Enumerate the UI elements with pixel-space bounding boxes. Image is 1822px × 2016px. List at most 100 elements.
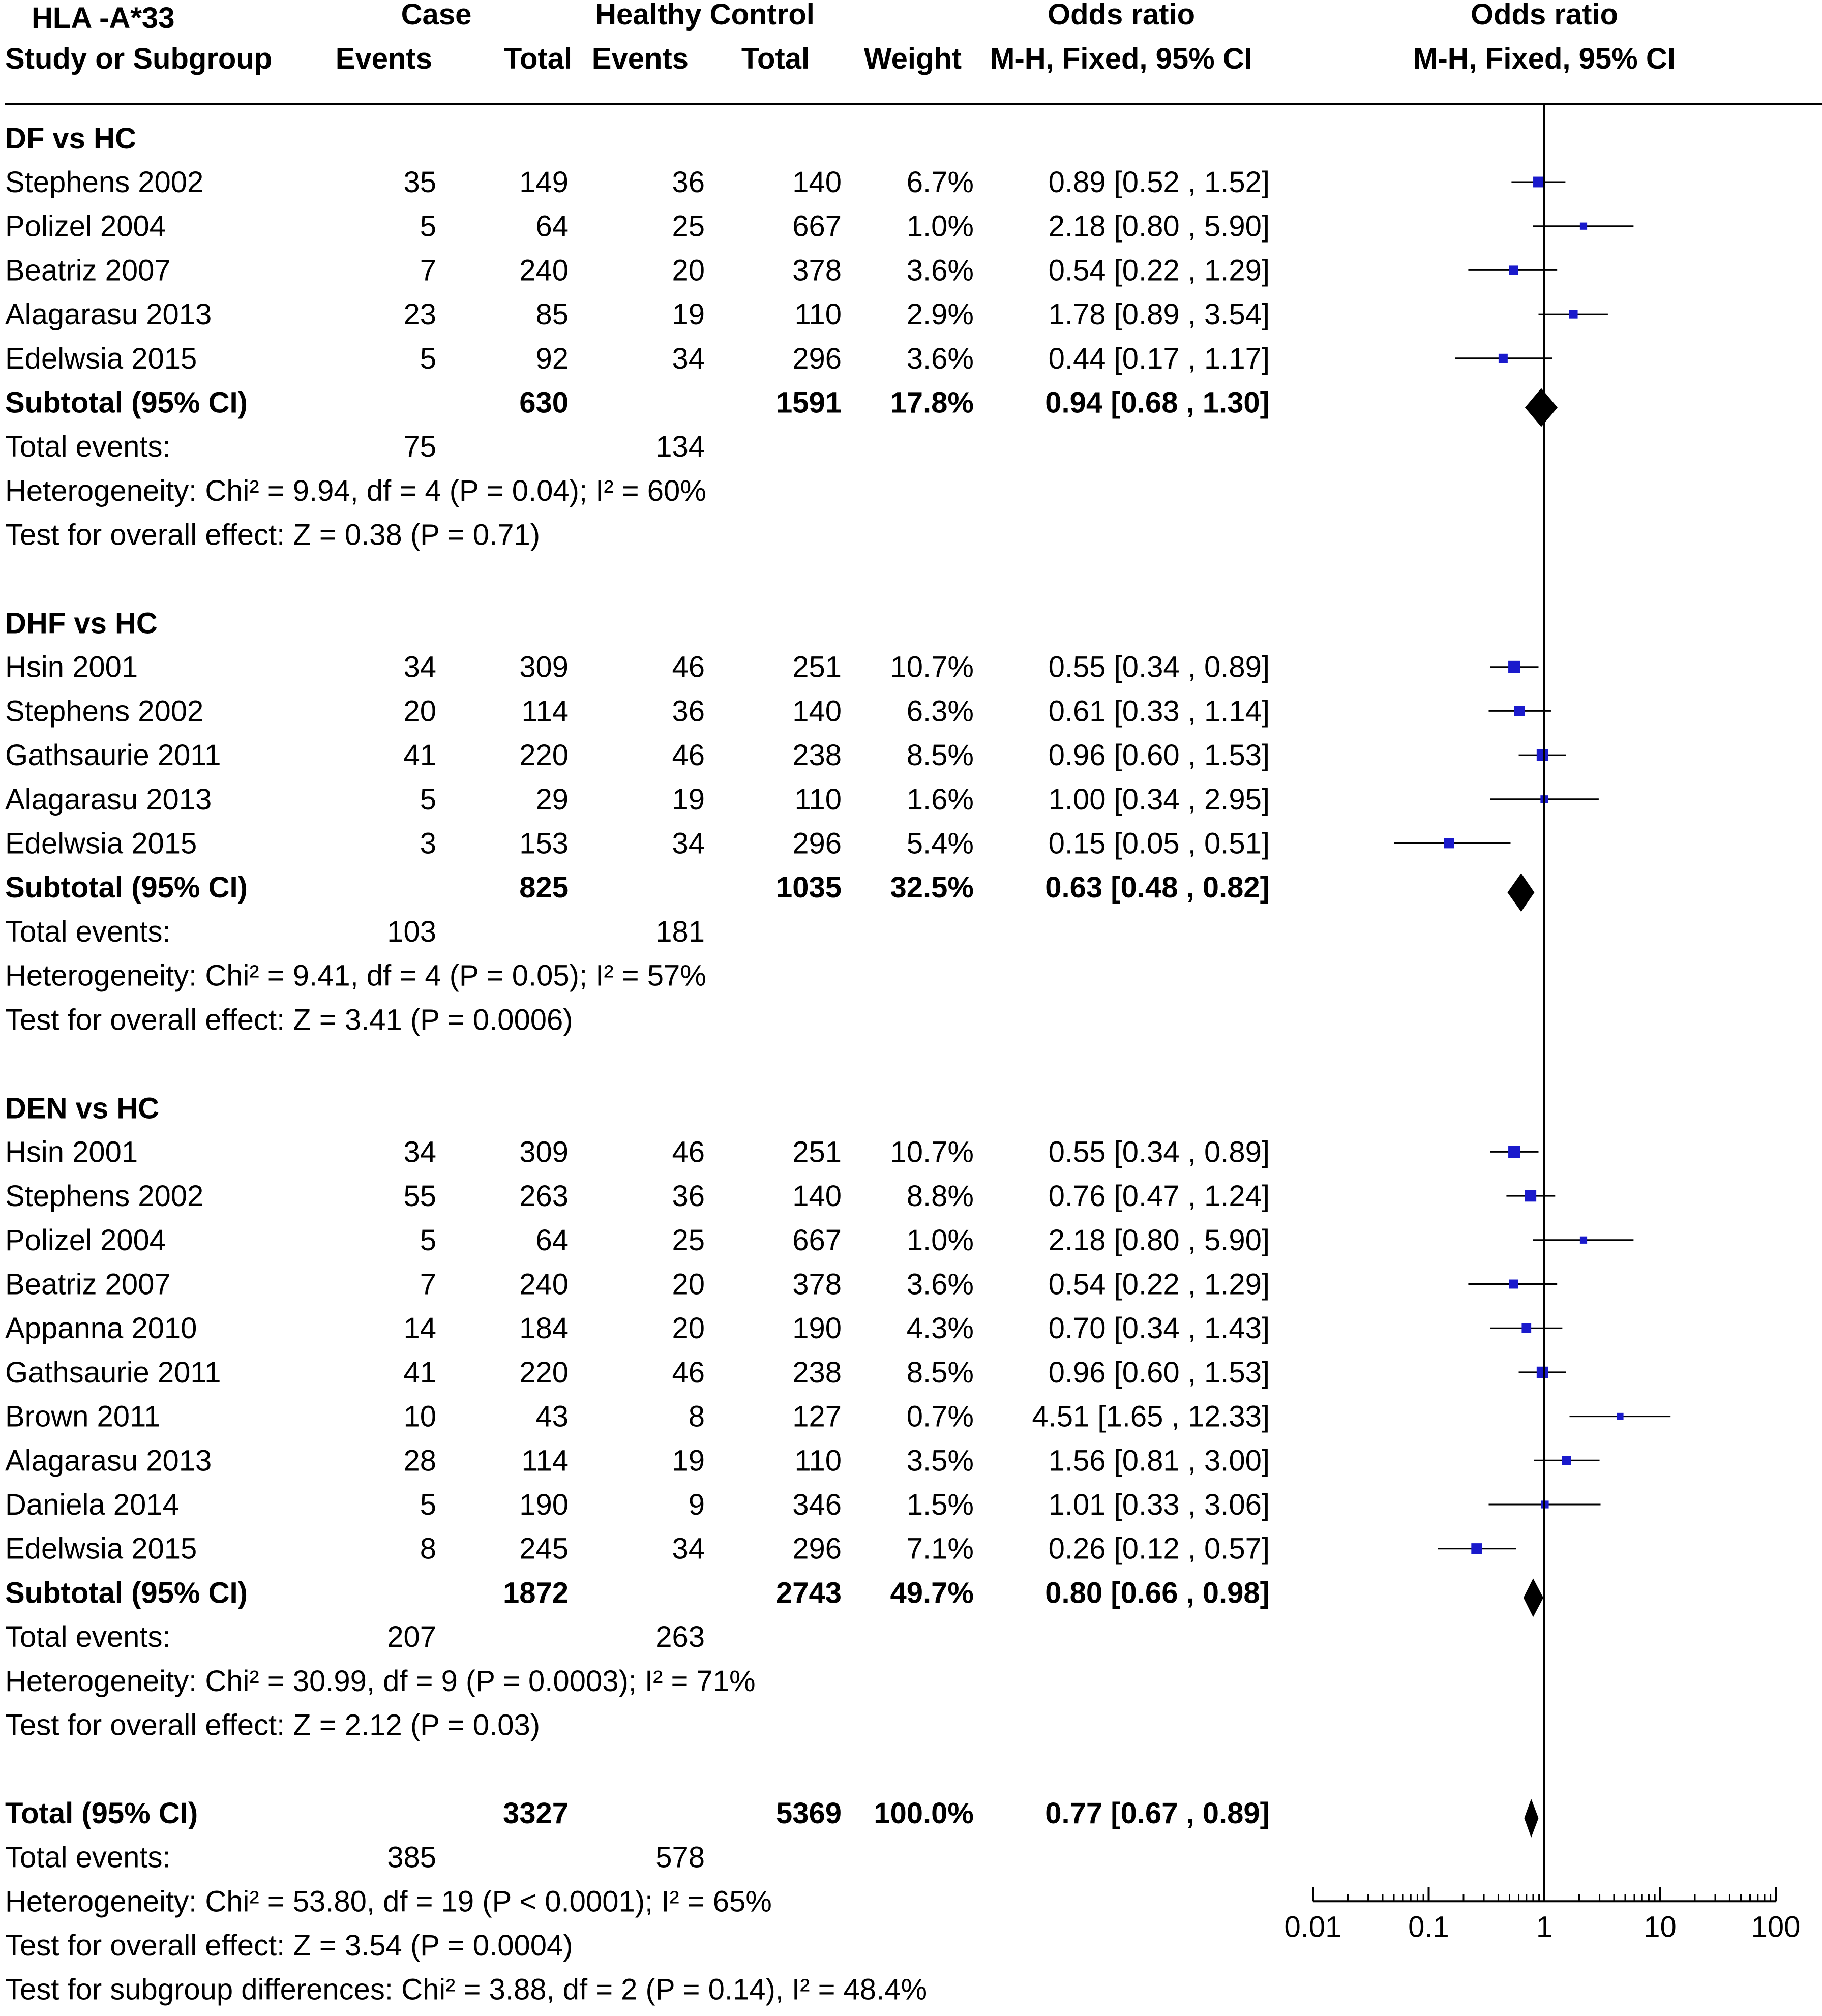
control-events: 20 [672, 1268, 705, 1301]
control-total: 251 [792, 1135, 842, 1168]
study-name: Polizel 2004 [5, 1224, 166, 1257]
study-name: Stephens 2002 [5, 695, 203, 728]
total-events-label: Total events: [5, 430, 171, 463]
control-total: 110 [795, 1444, 842, 1477]
study-name: Alagarasu 2013 [5, 298, 212, 331]
control-total: 667 [792, 1224, 842, 1257]
study-square [1579, 1236, 1588, 1244]
control-total: 140 [792, 695, 842, 728]
control-total: 667 [792, 210, 842, 243]
control-total: 140 [792, 1180, 842, 1213]
total-control-total: 5369 [776, 1797, 842, 1830]
case-events: 20 [403, 695, 436, 728]
control-events: 20 [672, 1312, 705, 1345]
heterogeneity-text: Heterogeneity: Chi² = 30.99, df = 9 (P =… [5, 1665, 756, 1698]
case-total: 153 [519, 827, 569, 860]
study-name: Daniela 2014 [5, 1488, 179, 1521]
control-events: 34 [672, 342, 705, 375]
case-events: 23 [403, 298, 436, 331]
control-total: 296 [792, 1532, 842, 1566]
study-odds-ratio: 0.54 [0.22 , 1.29] [1049, 254, 1270, 287]
study-odds-ratio: 0.44 [0.17 , 1.17] [1049, 342, 1270, 375]
subtotal-case-total: 825 [519, 871, 569, 904]
study-odds-ratio: 0.61 [0.33 , 1.14] [1049, 695, 1270, 728]
control-events: 25 [672, 210, 705, 243]
study-weight: 6.7% [907, 166, 974, 199]
total-events-label: Total events: [5, 915, 171, 948]
subtotal-odds-ratio: 0.80 [0.66 , 0.98] [1045, 1576, 1270, 1609]
control-events: 36 [672, 1180, 705, 1213]
study-square [1525, 1190, 1537, 1202]
case-total: 85 [535, 298, 569, 331]
study-odds-ratio: 0.26 [0.12 , 0.57] [1049, 1532, 1270, 1566]
total-events-case: 75 [403, 430, 436, 463]
subtotal-weight: 17.8% [890, 386, 974, 419]
subgroup-title: DF vs HC [5, 122, 136, 155]
case-total: 190 [519, 1488, 569, 1521]
case-events: 34 [403, 1135, 436, 1168]
study-odds-ratio: 0.55 [0.34 , 0.89] [1049, 1135, 1270, 1168]
study-square [1536, 749, 1548, 761]
total-events-label: Total events: [5, 1620, 171, 1653]
case-events: 55 [403, 1180, 436, 1213]
x-axis-tick-label: 0.01 [1285, 1910, 1342, 1943]
subtotal-odds-ratio: 0.94 [0.68 , 1.30] [1045, 386, 1270, 419]
study-square [1508, 1146, 1520, 1158]
study-weight: 3.5% [907, 1444, 974, 1477]
study-square [1521, 1323, 1532, 1333]
case-total: 220 [519, 1356, 569, 1389]
study-weight: 4.3% [907, 1312, 974, 1345]
control-events: 9 [689, 1488, 705, 1521]
study-name: Hsin 2001 [5, 1135, 138, 1168]
header-case-total: Total [504, 42, 572, 75]
total-events-case: 103 [387, 915, 436, 948]
control-total: 378 [792, 254, 842, 287]
subtotal-case-total: 1872 [503, 1576, 569, 1609]
study-weight: 6.3% [907, 695, 974, 728]
control-total: 238 [792, 1356, 842, 1389]
case-events: 5 [420, 210, 436, 243]
study-square [1444, 838, 1454, 849]
study-name: Edelwsia 2015 [5, 1532, 197, 1566]
study-weight: 1.5% [907, 1488, 974, 1521]
study-odds-ratio: 1.01 [0.33 , 3.06] [1049, 1488, 1270, 1521]
control-events: 46 [672, 1135, 705, 1168]
case-total: 43 [535, 1400, 569, 1433]
study-weight: 1.0% [907, 210, 974, 243]
total-events-control: 181 [655, 915, 705, 948]
study-name: Stephens 2002 [5, 1180, 203, 1213]
total-events-control: 263 [655, 1620, 705, 1653]
study-square [1471, 1543, 1482, 1554]
control-events: 19 [672, 298, 705, 331]
header-odds-ratio-right: Odds ratio [1471, 0, 1618, 31]
study-weight: 8.8% [907, 1180, 974, 1213]
study-name: Beatriz 2007 [5, 254, 171, 287]
study-name: Appanna 2010 [5, 1312, 197, 1345]
x-axis-tick-label: 0.1 [1408, 1910, 1449, 1943]
control-events: 34 [672, 827, 705, 860]
control-total: 110 [795, 298, 842, 331]
heterogeneity-text: Heterogeneity: Chi² = 9.94, df = 4 (P = … [5, 474, 706, 507]
control-total: 238 [792, 739, 842, 772]
study-weight: 1.6% [907, 783, 974, 816]
study-odds-ratio: 4.51 [1.65 , 12.33] [1032, 1400, 1270, 1433]
header-case-events: Events [336, 42, 432, 75]
grand-overall-effect-text: Test for overall effect: Z = 3.54 (P = 0… [5, 1929, 573, 1962]
study-name: Stephens 2002 [5, 166, 203, 199]
total-events-case: 207 [387, 1620, 436, 1653]
study-odds-ratio: 1.56 [0.81 , 3.00] [1049, 1444, 1270, 1477]
case-events: 28 [403, 1444, 436, 1477]
control-total: 110 [795, 783, 842, 816]
case-total: 263 [519, 1180, 569, 1213]
study-square [1508, 660, 1520, 673]
study-weight: 3.6% [907, 1268, 974, 1301]
overall-effect-text: Test for overall effect: Z = 2.12 (P = 0… [5, 1709, 540, 1742]
control-total: 296 [792, 827, 842, 860]
total-events-control: 134 [655, 430, 705, 463]
subtotal-weight: 49.7% [890, 1576, 974, 1609]
case-events: 41 [403, 739, 436, 772]
study-weight: 2.9% [907, 298, 974, 331]
study-weight: 8.5% [907, 1356, 974, 1389]
control-total: 378 [792, 1268, 842, 1301]
case-total: 114 [522, 695, 569, 728]
